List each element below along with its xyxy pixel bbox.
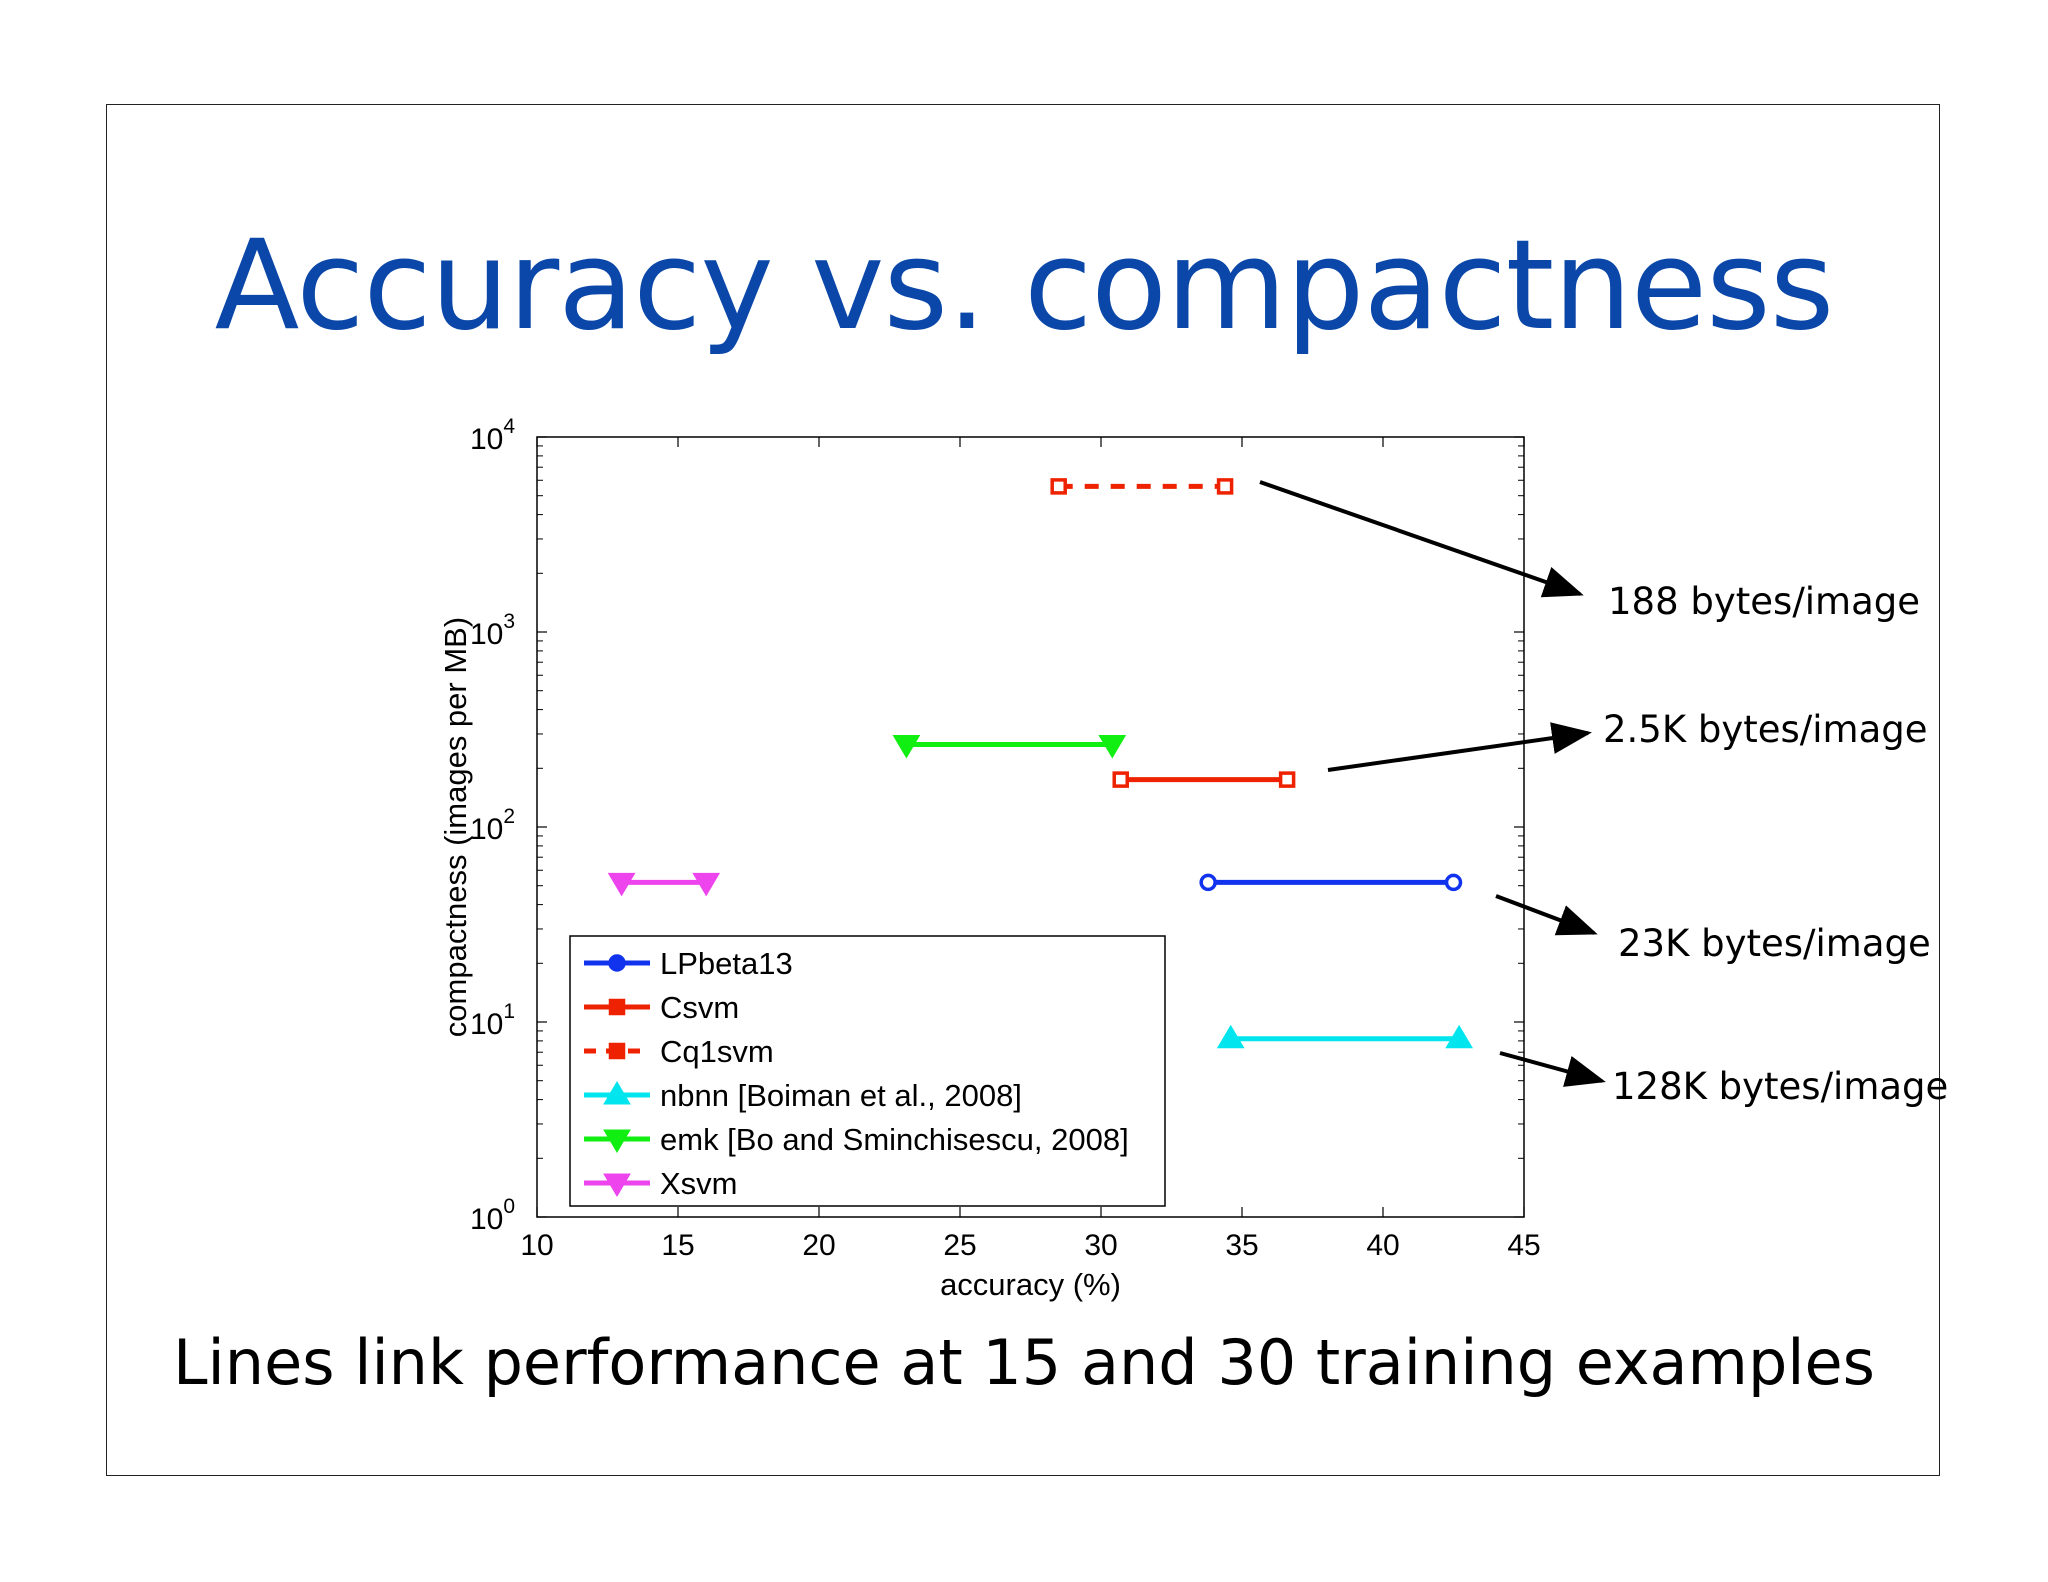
y-tick-label: 104 <box>470 415 515 456</box>
data-point <box>1445 1024 1474 1049</box>
y-tick-exponent: 2 <box>503 805 515 828</box>
x-tick-label: 10 <box>520 1229 553 1262</box>
legend-swatch-marker <box>603 1173 631 1197</box>
x-tick-label: 35 <box>1225 1229 1258 1262</box>
series-4 <box>892 734 1127 759</box>
data-point <box>1050 478 1067 495</box>
annotation-arrow <box>1259 480 1584 598</box>
data-point <box>607 872 636 897</box>
legend-item: Csvm <box>584 990 739 1025</box>
slide-title: Accuracy vs. compactness <box>214 214 1835 358</box>
annotation-label: 188 bytes/image <box>1608 580 1920 623</box>
data-point <box>892 734 921 759</box>
annotation-2: 23K bytes/image <box>1495 894 1931 965</box>
y-tick-base: 10 <box>470 1008 503 1041</box>
legend-label: emk [Bo and Sminchisescu, 2008] <box>660 1122 1129 1157</box>
series-2 <box>1050 478 1234 495</box>
y-tick-exponent: 3 <box>503 610 515 633</box>
slide-caption: Lines link performance at 15 and 30 trai… <box>173 1326 1875 1399</box>
y-tick-label: 102 <box>470 805 515 846</box>
x-tick-label: 30 <box>1084 1229 1117 1262</box>
legend-label: Csvm <box>660 990 739 1025</box>
y-tick-base: 10 <box>470 423 503 456</box>
annotation-label: 23K bytes/image <box>1618 922 1931 965</box>
series-1 <box>1112 771 1296 788</box>
data-point <box>1199 873 1217 892</box>
legend-label: Xsvm <box>660 1166 738 1201</box>
data-point <box>1216 478 1234 495</box>
legend-box <box>569 935 1166 1207</box>
legend-swatch-marker <box>603 1081 631 1105</box>
annotation-arrow <box>1499 1051 1606 1087</box>
legend-label: nbnn [Boiman et al., 2008] <box>660 1078 1022 1113</box>
legend-item: emk [Bo and Sminchisescu, 2008] <box>584 1122 1129 1157</box>
x-tick-label: 15 <box>661 1229 694 1262</box>
x-tick-label: 40 <box>1366 1229 1399 1262</box>
annotation-arrow <box>1495 894 1598 936</box>
legend-label: Cq1svm <box>660 1034 774 1069</box>
legend-label: LPbeta13 <box>660 946 793 981</box>
y-tick-label: 103 <box>470 610 515 651</box>
y-tick-exponent: 4 <box>503 415 515 438</box>
y-tick-base: 10 <box>470 618 503 651</box>
legend-swatch-marker <box>608 1042 626 1060</box>
series-3 <box>1216 1024 1474 1049</box>
legend-swatch-marker <box>608 954 626 972</box>
series-5 <box>607 872 721 897</box>
data-point <box>1112 771 1129 788</box>
annotation-label: 128K bytes/image <box>1612 1065 1948 1108</box>
data-point <box>1216 1024 1245 1049</box>
x-tick-label: 20 <box>802 1229 835 1262</box>
annotation-arrow <box>1327 722 1592 772</box>
y-tick-exponent: 0 <box>503 1195 515 1218</box>
y-tick-base: 10 <box>470 813 503 846</box>
annotation-0: 188 bytes/image <box>1259 480 1920 623</box>
annotation-3: 128K bytes/image <box>1499 1051 1948 1108</box>
legend-item: LPbeta13 <box>584 946 793 981</box>
legend-swatch-marker <box>608 998 626 1016</box>
y-tick-label: 101 <box>470 1000 515 1041</box>
data-point <box>1278 771 1296 788</box>
series-0 <box>1199 873 1463 892</box>
legend-swatch-marker <box>603 1129 631 1153</box>
y-tick-label: 100 <box>470 1195 515 1236</box>
annotation-label: 2.5K bytes/image <box>1603 708 1928 751</box>
y-tick-exponent: 1 <box>503 1000 515 1023</box>
y-axis-label: compactness (images per MB) <box>438 617 473 1037</box>
y-tick-base: 10 <box>470 1203 503 1236</box>
x-tick-label: 25 <box>943 1229 976 1262</box>
annotation-1: 2.5K bytes/image <box>1327 708 1928 772</box>
data-point <box>1444 873 1463 892</box>
x-tick-label: 45 <box>1507 1229 1540 1262</box>
legend-item: Xsvm <box>584 1166 738 1201</box>
legend-item: nbnn [Boiman et al., 2008] <box>584 1078 1022 1113</box>
x-axis-label: accuracy (%) <box>940 1267 1121 1302</box>
data-point <box>692 872 721 897</box>
data-point <box>1098 734 1127 759</box>
legend-item: Cq1svm <box>584 1034 774 1069</box>
